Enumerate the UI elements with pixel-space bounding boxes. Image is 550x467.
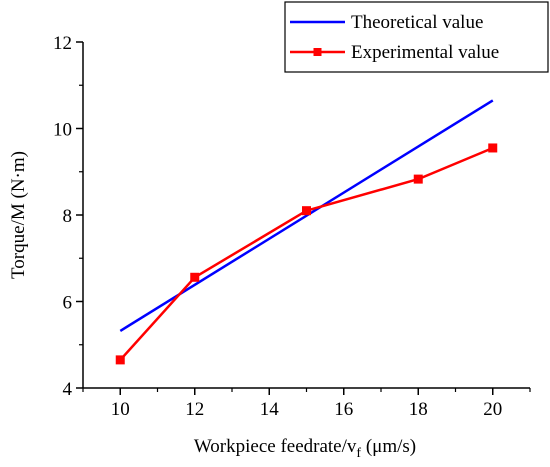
y-axis: 4 6 8 10 12 — [53, 33, 83, 400]
x-tick-label: 10 — [111, 399, 130, 420]
legend-label-theoretical: Theoretical value — [351, 12, 483, 33]
x-axis-title-main: Workpiece feedrate/v — [194, 436, 357, 457]
data-point-experimental — [302, 206, 311, 216]
x-tick-label: 18 — [409, 399, 428, 420]
y-tick-label: 8 — [63, 206, 73, 227]
x-axis-title-subscript: f — [356, 446, 361, 461]
legend-label-experimental: Experimental value — [351, 42, 499, 63]
x-tick-label: 20 — [483, 399, 502, 420]
x-tick-label: 12 — [185, 399, 204, 420]
x-axis: 10 12 14 16 18 20 — [82, 388, 531, 420]
legend-box — [284, 1, 549, 73]
series-layer — [115, 99, 498, 365]
data-point-experimental — [413, 174, 423, 184]
data-point-experimental — [115, 355, 125, 365]
series-line-experimental — [119, 146, 494, 361]
x-tick-label: 16 — [334, 399, 353, 420]
data-point-experimental — [488, 143, 498, 153]
legend-marker-experimental — [313, 48, 322, 56]
y-tick-label: 6 — [63, 293, 73, 314]
y-tick-label: 4 — [63, 379, 73, 400]
x-axis-title-unit: (μm/s) — [361, 436, 416, 457]
x-tick-label: 14 — [260, 399, 280, 420]
y-tick-label: 12 — [53, 33, 72, 54]
legend: Theoretical value Experimental value — [284, 1, 549, 73]
data-point-experimental — [190, 272, 200, 282]
y-tick-label: 10 — [53, 120, 72, 141]
y-axis-title: Torque/M (N·m) — [8, 151, 29, 279]
x-axis-title: Workpiece feedrate/vf (μm/s) — [194, 436, 416, 461]
